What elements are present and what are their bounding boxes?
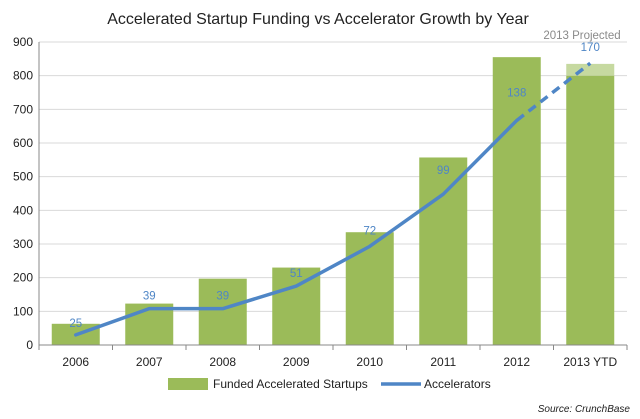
gridlines xyxy=(39,41,627,312)
x-tick-label: 2009 xyxy=(283,355,310,369)
axes xyxy=(38,42,628,350)
y-tick-label: 300 xyxy=(13,237,33,251)
x-tick-label: 2008 xyxy=(209,355,236,369)
y-tick-label: 800 xyxy=(13,69,33,83)
x-tick-labels: 2006 2007 2008 2009 2010 2011 2012 2013 YTD xyxy=(62,355,617,369)
accelerator-data-label: 51 xyxy=(290,268,303,280)
y-tick-label: 400 xyxy=(13,203,33,217)
bar xyxy=(272,267,321,345)
x-tick-label: 2007 xyxy=(136,355,163,369)
accelerator-data-label: 72 xyxy=(363,225,376,237)
x-tick-label: 2006 xyxy=(62,355,89,369)
accelerator-data-label: 138 xyxy=(507,87,526,99)
legend: Funded Accelerated Startups Accelerators xyxy=(168,377,491,391)
y-tick-label: 900 xyxy=(13,35,33,49)
source-note: Source: CrunchBase xyxy=(538,404,631,415)
accelerators-line-solid xyxy=(74,118,519,337)
y-tick-labels: 0 100 200 300 400 500 600 700 800 900 xyxy=(13,35,33,352)
data-labels: 25 39 39 51 72 99 138 170 xyxy=(69,42,599,330)
y-tick-label: 500 xyxy=(13,170,33,184)
accelerators-line xyxy=(74,61,592,337)
bar-series xyxy=(51,57,615,346)
accelerator-data-label: 170 xyxy=(581,42,600,54)
x-tick-label: 2011 xyxy=(430,355,456,369)
legend-swatch-startups xyxy=(168,378,208,390)
accelerator-data-label: 39 xyxy=(216,291,229,303)
bar xyxy=(345,232,394,345)
accelerators-line-projected xyxy=(515,61,592,122)
x-tick-label: 2013 YTD xyxy=(563,355,617,369)
accelerator-data-label: 25 xyxy=(69,318,82,330)
legend-label-startups: Funded Accelerated Startups xyxy=(213,377,368,391)
projected-annotation: 2013 Projected xyxy=(543,30,620,42)
accelerator-data-label: 99 xyxy=(437,165,450,177)
x-tick-label: 2010 xyxy=(356,355,383,369)
y-tick-label: 100 xyxy=(13,304,33,318)
y-tick-label: 200 xyxy=(13,271,33,285)
legend-label-accelerators: Accelerators xyxy=(424,377,491,391)
chart-title: Accelerated Startup Funding vs Accelerat… xyxy=(107,11,529,28)
bar xyxy=(492,57,541,346)
x-tick-label: 2012 xyxy=(503,355,530,369)
y-tick-label: 0 xyxy=(26,338,33,352)
bar-projected xyxy=(566,63,615,76)
bar xyxy=(419,157,468,345)
bar xyxy=(566,75,615,346)
accelerator-data-label: 39 xyxy=(143,291,156,303)
bar xyxy=(198,278,247,345)
y-tick-label: 600 xyxy=(13,136,33,150)
y-tick-label: 700 xyxy=(13,102,33,116)
